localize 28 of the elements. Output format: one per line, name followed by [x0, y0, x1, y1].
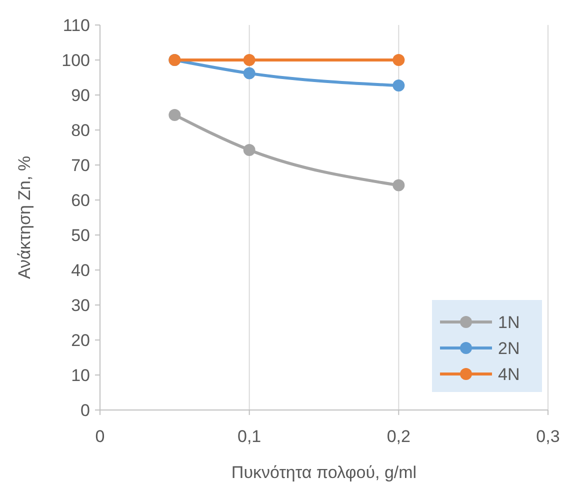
y-tick-label: 60	[71, 190, 90, 210]
y-tick-label: 50	[71, 226, 90, 245]
y-tick-label: 0	[80, 400, 90, 420]
x-tick-label: 0,3	[536, 427, 560, 446]
y-tick-label: 80	[71, 120, 90, 140]
x-tick-label: 0,2	[386, 427, 410, 446]
point	[243, 67, 256, 80]
point	[243, 144, 256, 156]
y-tick-label: 110	[62, 16, 90, 35]
x-tick-label: 0	[95, 427, 105, 446]
point	[392, 179, 405, 192]
legend-label: 1N	[498, 312, 520, 332]
y-tick-label: 30	[71, 296, 90, 315]
y-tick-label: 100	[62, 50, 90, 70]
point	[168, 108, 181, 121]
legend-label: 2N	[498, 338, 520, 358]
point	[392, 54, 405, 66]
x-axis-title: Πυκνότητα πολφού, g/ml	[231, 463, 417, 482]
legend-label: 4N	[498, 364, 520, 384]
y-tick-label: 40	[71, 260, 90, 280]
y-axis-title: Ανάκτηση Zn, %	[15, 156, 34, 280]
y-tick-label: 90	[71, 86, 90, 105]
y-tick-label: 10	[71, 366, 90, 385]
x-tick-label: 0,1	[238, 427, 262, 446]
point	[243, 54, 256, 66]
y-tick-label: 70	[71, 156, 90, 175]
point	[392, 80, 405, 92]
y-tick-label: 20	[71, 330, 90, 350]
